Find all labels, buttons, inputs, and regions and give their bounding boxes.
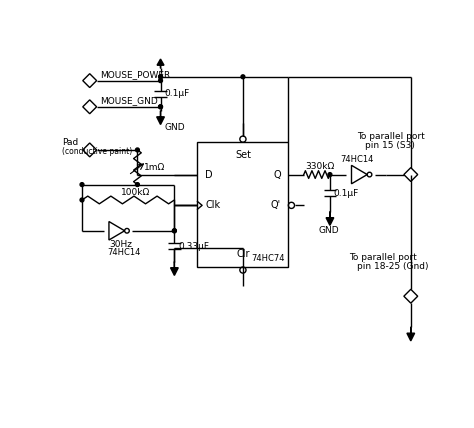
Circle shape [80, 183, 84, 187]
Text: Q': Q' [271, 200, 281, 210]
Bar [198, 142, 288, 267]
Text: 74HC14: 74HC14 [340, 155, 374, 163]
Text: 0.1μF: 0.1μF [334, 189, 359, 198]
FancyArrow shape [157, 111, 164, 125]
Text: (conductive paint): (conductive paint) [62, 147, 132, 156]
Circle shape [173, 229, 176, 233]
Text: GND: GND [164, 123, 185, 132]
Text: MOUSE_POWER: MOUSE_POWER [100, 70, 170, 79]
Text: 100kΩ: 100kΩ [120, 188, 150, 197]
FancyArrow shape [157, 59, 164, 68]
Text: GND: GND [319, 226, 339, 235]
Text: 330kΩ: 330kΩ [305, 162, 335, 171]
Text: To parallel port: To parallel port [357, 131, 425, 140]
Circle shape [159, 75, 163, 79]
FancyArrow shape [171, 262, 178, 276]
Text: Set: Set [235, 150, 251, 160]
Text: Clk: Clk [205, 200, 220, 210]
Text: D: D [205, 169, 213, 180]
Circle shape [241, 75, 245, 79]
Text: 30Hz: 30Hz [109, 240, 132, 249]
Circle shape [159, 79, 163, 83]
Text: Pad: Pad [62, 139, 78, 148]
Text: MOUSE_GND: MOUSE_GND [100, 96, 157, 105]
Text: Q: Q [273, 169, 281, 180]
FancyArrow shape [326, 211, 334, 226]
Circle shape [136, 183, 139, 187]
Text: 0.33μF: 0.33μF [178, 242, 209, 251]
Circle shape [136, 148, 139, 152]
Text: To parallel port: To parallel port [349, 253, 417, 262]
Text: 74HC74: 74HC74 [251, 254, 284, 263]
Text: Clr: Clr [236, 249, 250, 259]
Circle shape [80, 198, 84, 202]
FancyArrow shape [407, 327, 415, 341]
Text: pin 15 (S3): pin 15 (S3) [365, 141, 414, 150]
Circle shape [159, 105, 163, 109]
Text: 1mΩ: 1mΩ [144, 163, 165, 172]
Circle shape [159, 75, 163, 79]
Circle shape [328, 172, 332, 176]
Circle shape [159, 105, 163, 109]
Text: pin 18-25 (Gnd): pin 18-25 (Gnd) [357, 262, 428, 271]
Text: 0.1μF: 0.1μF [164, 89, 190, 98]
Circle shape [173, 229, 176, 233]
Text: 74HC14: 74HC14 [108, 248, 141, 257]
